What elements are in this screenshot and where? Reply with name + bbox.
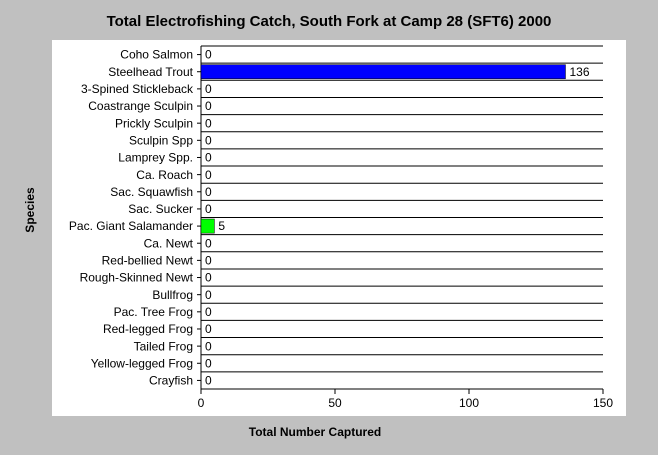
plot-panel [52, 40, 626, 416]
value-label: 0 [205, 168, 212, 182]
value-label: 0 [205, 254, 212, 268]
value-label: 0 [205, 305, 212, 319]
y-tick-label: Sculpin Spp [129, 133, 193, 147]
y-tick-label: Ca. Roach [136, 168, 193, 182]
x-tick-label: 50 [328, 396, 342, 410]
y-tick-label: Sac. Squawfish [110, 185, 193, 199]
y-tick-label: Coho Salmon [120, 48, 193, 62]
y-tick-label: Pac. Tree Frog [114, 305, 193, 319]
y-tick-label: Ca. Newt [144, 236, 194, 250]
value-label: 0 [205, 236, 212, 250]
x-tick-label: 100 [459, 396, 479, 410]
y-tick-label: Lamprey Spp. [118, 151, 193, 165]
y-tick-label: Sac. Sucker [128, 202, 193, 216]
y-tick-label: Crayfish [149, 374, 193, 388]
y-tick-label: Pac. Giant Salamander [69, 219, 193, 233]
value-label: 0 [205, 288, 212, 302]
x-axis-title: Total Number Captured [249, 425, 381, 439]
value-label: 5 [218, 219, 225, 233]
value-label: 0 [205, 133, 212, 147]
value-label: 0 [205, 374, 212, 388]
y-tick-label: Rough-Skinned Newt [80, 271, 194, 285]
value-label: 0 [205, 48, 212, 62]
y-tick-label: Yellow-legged Frog [91, 356, 193, 370]
y-tick-label: Red-legged Frog [103, 322, 193, 336]
y-axis-title: Species [23, 187, 37, 233]
value-label: 0 [205, 322, 212, 336]
x-tick-label: 150 [593, 396, 613, 410]
value-label: 0 [205, 99, 212, 113]
value-label: 0 [205, 339, 212, 353]
y-tick-label: Coastrange Sculpin [88, 99, 193, 113]
y-tick-label: Prickly Sculpin [115, 116, 193, 130]
value-label: 0 [205, 202, 212, 216]
x-tick-label: 0 [198, 396, 205, 410]
value-label: 0 [205, 116, 212, 130]
y-tick-label: Bullfrog [152, 288, 193, 302]
value-label: 0 [205, 185, 212, 199]
y-tick-label: Red-bellied Newt [102, 254, 194, 268]
y-tick-label: 3-Spined Stickleback [81, 82, 194, 96]
y-tick-label: Tailed Frog [134, 339, 193, 353]
value-label: 0 [205, 151, 212, 165]
value-label: 136 [569, 65, 589, 79]
value-label: 0 [205, 271, 212, 285]
value-label: 0 [205, 82, 212, 96]
value-label: 0 [205, 356, 212, 370]
y-tick-label: Steelhead Trout [108, 65, 193, 79]
chart-title: Total Electrofishing Catch, South Fork a… [107, 13, 552, 30]
bar [200, 64, 566, 80]
bar [200, 218, 215, 234]
